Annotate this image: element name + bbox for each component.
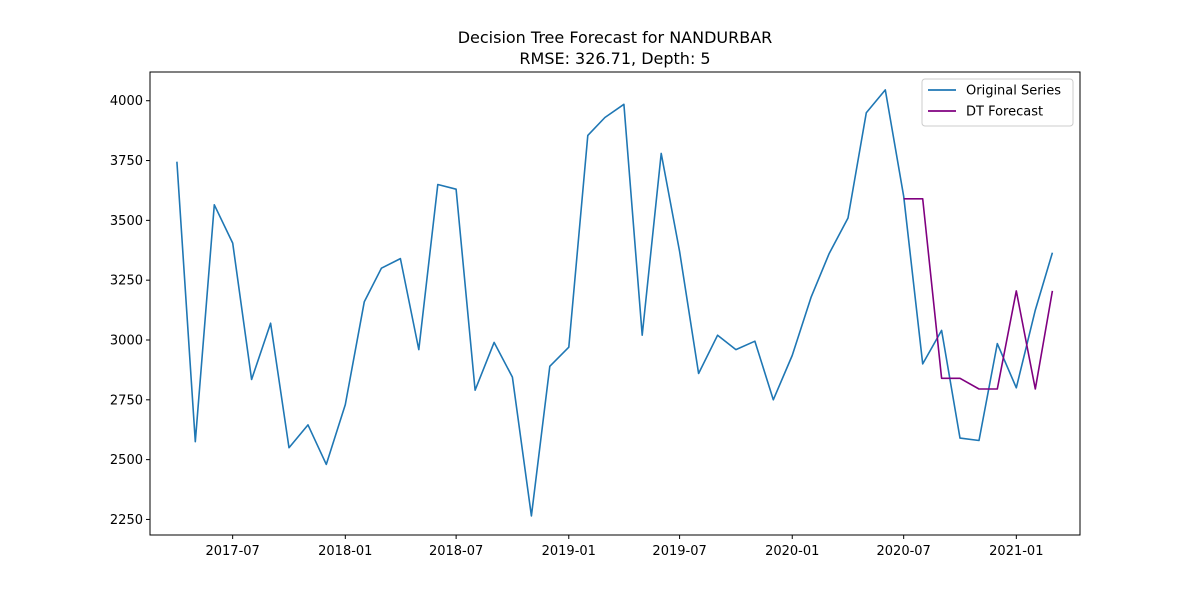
y-tick-label: 2500 <box>110 453 143 468</box>
legend-label-1: DT Forecast <box>966 105 1043 120</box>
x-tick-label: 2021-01 <box>989 544 1043 559</box>
x-tick-label: 2018-01 <box>318 544 372 559</box>
legend: Original Series DT Forecast <box>921 78 1074 127</box>
legend-box <box>921 78 1074 127</box>
y-tick-label: 3500 <box>110 214 143 229</box>
y-tick-label: 3750 <box>110 154 143 169</box>
series-layer <box>176 89 1054 517</box>
chart-subtitle: RMSE: 326.71, Depth: 5 <box>519 49 710 68</box>
x-tick-label: 2019-07 <box>652 544 706 559</box>
y-tick-label: 2250 <box>110 513 143 528</box>
axes-frame <box>149 71 1081 536</box>
x-tick-label: 2020-01 <box>765 544 819 559</box>
x-tick-label: 2017-07 <box>205 544 259 559</box>
series-line-0 <box>176 89 1054 517</box>
y-tick-label: 4000 <box>110 94 143 109</box>
y-tick-label: 2750 <box>110 393 143 408</box>
legend-label-0: Original Series <box>966 84 1061 99</box>
series-line-1 <box>903 198 1054 390</box>
chart-title: Decision Tree Forecast for NANDURBAR <box>458 28 773 47</box>
x-tick-label: 2018-07 <box>429 544 483 559</box>
x-tick-label: 2019-01 <box>542 544 596 559</box>
y-tick-label: 3000 <box>110 333 143 348</box>
axes-layer: 2017-07 2018-01 2018-07 2019-01 2019-07 2020-… <box>110 71 1081 559</box>
x-tick-label: 2020-07 <box>877 544 931 559</box>
y-tick-label: 3250 <box>110 274 143 289</box>
